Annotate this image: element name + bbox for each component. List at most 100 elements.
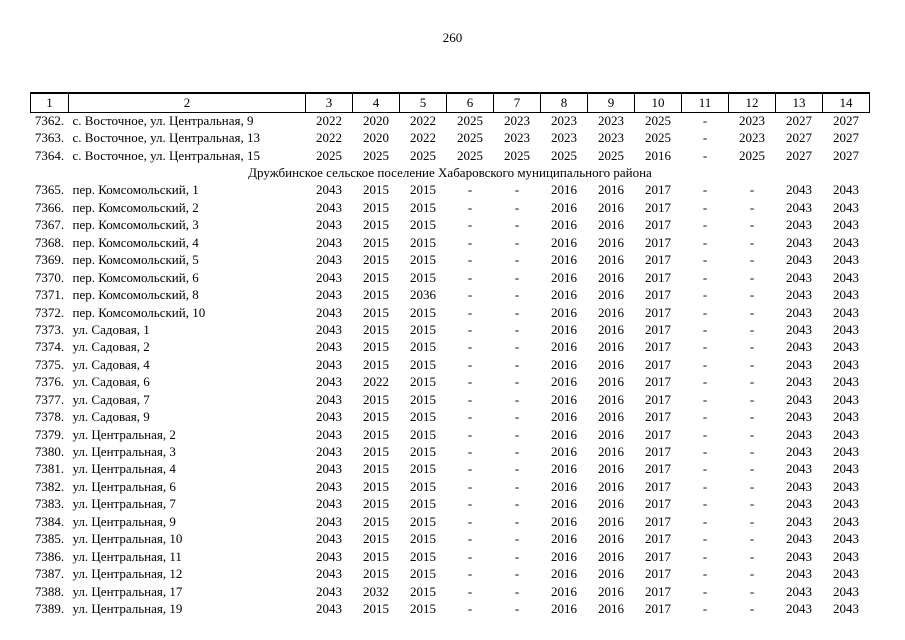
year-cell: 2043 xyxy=(316,409,342,425)
year-cell: 2015 xyxy=(363,217,389,233)
year-cell: - xyxy=(702,600,708,616)
year-cell: - xyxy=(514,182,520,198)
year-cell: 2036 xyxy=(410,287,436,303)
year-cell: 2043 xyxy=(316,287,342,303)
year-cell: - xyxy=(702,147,708,163)
year-cell: 2043 xyxy=(786,583,812,599)
row-address: с. Восточное, ул. Центральная, 15 xyxy=(72,147,261,163)
year-cell: 2016 xyxy=(598,496,624,512)
year-cell: 2043 xyxy=(786,444,812,460)
year-cell: - xyxy=(702,531,708,547)
year-cell: 2025 xyxy=(504,147,530,163)
row-number: 7364. xyxy=(34,147,65,163)
year-cell: 2043 xyxy=(316,531,342,547)
table-row: 7365. пер. Комсомольский, 1 2043 2015 2015 - -… xyxy=(31,182,870,199)
year-cell: 2016 xyxy=(551,583,577,599)
year-cell: 2043 xyxy=(786,287,812,303)
year-cell: 2043 xyxy=(786,513,812,529)
year-cell: - xyxy=(702,199,708,215)
year-cell: - xyxy=(467,391,473,407)
year-cell: 2015 xyxy=(363,444,389,460)
year-cell: 2015 xyxy=(363,199,389,215)
row-number: 7379. xyxy=(34,426,65,442)
year-cell: - xyxy=(749,478,755,494)
year-cell: 2015 xyxy=(410,182,436,198)
year-cell: - xyxy=(749,461,755,477)
column-header: 3 xyxy=(305,92,353,113)
year-cell: - xyxy=(749,409,755,425)
schedule-table: 1 2 3 4 5 6 7 8 9 10 11 12 13 14 7362. с. Восточное, у… xyxy=(30,92,870,618)
year-cell: 2017 xyxy=(645,304,671,320)
row-number: 7368. xyxy=(34,234,65,250)
year-cell: 2027 xyxy=(786,147,812,163)
year-cell: 2017 xyxy=(645,199,671,215)
row-number: 7383. xyxy=(34,496,65,512)
year-cell: 2043 xyxy=(316,234,342,250)
year-cell: 2043 xyxy=(833,391,859,407)
year-cell: 2016 xyxy=(551,566,577,582)
year-cell: 2023 xyxy=(504,112,530,128)
year-cell: 2017 xyxy=(645,548,671,564)
year-cell: 2015 xyxy=(410,269,436,285)
row-number: 7362. xyxy=(34,112,65,128)
year-cell: 2043 xyxy=(316,600,342,616)
year-cell: - xyxy=(514,513,520,529)
row-address: пер. Комсомольский, 6 xyxy=(72,269,199,285)
year-cell: 2043 xyxy=(833,199,859,215)
row-address: пер. Комсомольский, 3 xyxy=(72,217,199,233)
year-cell: - xyxy=(467,566,473,582)
year-cell: 2043 xyxy=(316,496,342,512)
row-number: 7374. xyxy=(34,339,65,355)
year-cell: 2015 xyxy=(410,513,436,529)
year-cell: 2017 xyxy=(645,566,671,582)
year-cell: - xyxy=(749,513,755,529)
year-cell: 2015 xyxy=(363,391,389,407)
year-cell: 2016 xyxy=(551,339,577,355)
year-cell: 2016 xyxy=(598,269,624,285)
year-cell: 2043 xyxy=(786,356,812,372)
year-cell: 2016 xyxy=(598,566,624,582)
year-cell: - xyxy=(702,269,708,285)
table-row: 7379. ул. Центральная, 2 2043 2015 2015 - - 201… xyxy=(31,426,870,443)
table-row: 7370. пер. Комсомольский, 6 2043 2015 2015 - -… xyxy=(31,269,870,286)
year-cell: 2015 xyxy=(410,199,436,215)
row-address: пер. Комсомольский, 10 xyxy=(72,304,206,320)
table-row: 7364. с. Восточное, ул. Центральная, 15 20… xyxy=(31,147,870,164)
year-cell: 2043 xyxy=(833,600,859,616)
year-cell: 2017 xyxy=(645,461,671,477)
year-cell: - xyxy=(514,444,520,460)
year-cell: - xyxy=(749,374,755,390)
year-cell: - xyxy=(749,304,755,320)
year-cell: 2016 xyxy=(598,548,624,564)
row-address: пер. Комсомольский, 8 xyxy=(72,287,199,303)
year-cell: 2023 xyxy=(504,130,530,146)
year-cell: 2043 xyxy=(316,461,342,477)
year-cell: - xyxy=(514,566,520,582)
year-cell: - xyxy=(514,269,520,285)
table-row: 7378. ул. Садовая, 9 2043 2015 2015 - - 2016 201… xyxy=(31,408,870,425)
year-cell: 2016 xyxy=(551,252,577,268)
year-cell: 2016 xyxy=(598,182,624,198)
year-cell: 2015 xyxy=(410,321,436,337)
row-address: ул. Центральная, 11 xyxy=(72,548,182,564)
year-cell: 2043 xyxy=(786,339,812,355)
year-cell: 2043 xyxy=(316,321,342,337)
year-cell: 2016 xyxy=(551,513,577,529)
year-cell: 2043 xyxy=(786,548,812,564)
year-cell: - xyxy=(514,356,520,372)
year-cell: 2015 xyxy=(410,426,436,442)
year-cell: 2022 xyxy=(410,112,436,128)
year-cell: 2043 xyxy=(833,566,859,582)
year-cell: 2025 xyxy=(410,147,436,163)
year-cell: - xyxy=(514,287,520,303)
table-row: 7376. ул. Садовая, 6 2043 2022 2015 - - 2016 201… xyxy=(31,374,870,391)
year-cell: 2016 xyxy=(551,409,577,425)
page-number: 260 xyxy=(442,30,463,45)
year-cell: - xyxy=(749,182,755,198)
table-row: 7369. пер. Комсомольский, 5 2043 2015 2015 - -… xyxy=(31,252,870,269)
year-cell: 2043 xyxy=(316,566,342,582)
year-cell: 2016 xyxy=(551,356,577,372)
row-address: ул. Центральная, 17 xyxy=(72,583,183,599)
year-cell: 2043 xyxy=(786,409,812,425)
row-address: пер. Комсомольский, 2 xyxy=(72,199,199,215)
